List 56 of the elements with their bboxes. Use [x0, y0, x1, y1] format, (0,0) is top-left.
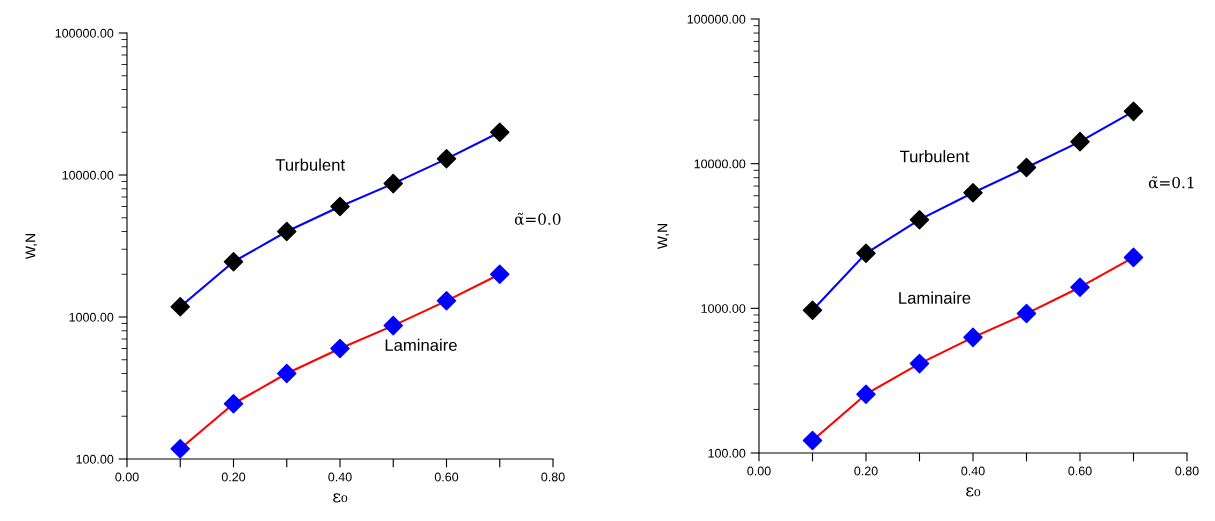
series-label: Laminaire: [899, 291, 971, 304]
x-tick-label: 0.60: [1068, 466, 1092, 476]
y-tick-label: 10000.00: [694, 159, 746, 169]
x-tick-label: 0.80: [541, 472, 565, 482]
point: [1016, 157, 1037, 178]
x-tick-label: 0.20: [854, 466, 878, 476]
point: [223, 251, 244, 272]
x-tick-label: 0.40: [328, 472, 352, 482]
y-tick-label: 100.00: [76, 454, 114, 464]
x-tick-label: 0.80: [1175, 466, 1199, 476]
y-tick-label: 10000.00: [62, 170, 114, 180]
y-axis-title: W,N: [25, 234, 37, 260]
y-tick-label: 100.00: [708, 448, 746, 458]
point: [1016, 303, 1037, 324]
x-tick-label: 0.00: [115, 472, 139, 482]
point: [223, 393, 244, 414]
point: [436, 291, 457, 311]
y-tick-label: 100000.00: [55, 28, 114, 38]
point: [383, 315, 403, 336]
point: [802, 300, 823, 320]
point: [909, 209, 930, 230]
point: [1123, 247, 1144, 268]
point: [1070, 277, 1090, 297]
x-tick-label: 0.60: [434, 472, 459, 482]
point: [963, 182, 983, 203]
point: [963, 327, 983, 348]
point: [1123, 101, 1144, 122]
x-tick-label: 0.40: [961, 466, 985, 476]
point: [490, 122, 510, 143]
point: [170, 439, 190, 459]
y-tick-label: 100000.00: [687, 14, 746, 24]
series-label: Turbulent: [275, 158, 345, 171]
point: [856, 243, 876, 264]
x-tick-label: 0.20: [221, 472, 246, 482]
annotation: α̃=0.1: [1148, 176, 1194, 189]
point: [802, 430, 823, 451]
point: [170, 297, 190, 317]
y-tick-label: 1000.00: [69, 312, 114, 322]
x-axis-title: ε₀: [966, 487, 981, 497]
point: [277, 221, 297, 242]
point: [909, 353, 930, 374]
point: [383, 173, 403, 194]
point: [856, 384, 876, 404]
point: [330, 338, 350, 359]
x-axis-title: ε₀: [333, 493, 348, 503]
point: [1070, 131, 1090, 152]
series-label: Laminaire: [385, 338, 457, 352]
point: [277, 363, 297, 384]
point: [490, 264, 510, 285]
point: [330, 196, 350, 217]
y-axis-title: W,N: [657, 224, 669, 250]
y-tick-label: 1000.00: [701, 304, 746, 313]
x-tick-label: 0.00: [747, 466, 771, 476]
point: [436, 149, 457, 169]
series-label: Turbulent: [899, 150, 970, 163]
annotation: α̃=0.0: [514, 212, 561, 225]
